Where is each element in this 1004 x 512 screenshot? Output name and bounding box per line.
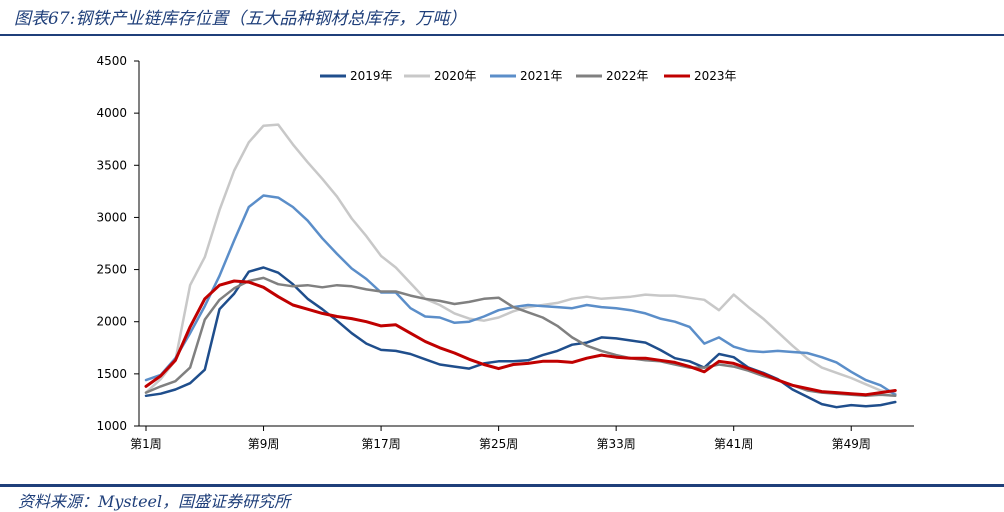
- x-tick-label: 第17周: [361, 437, 400, 451]
- figure-title: 图表67:钢铁产业链库存位置（五大品种钢材总库存，万吨）: [14, 9, 467, 29]
- y-tick-label: 4000: [96, 106, 127, 120]
- y-tick-label: 2000: [96, 315, 127, 329]
- legend-label: 2021年: [520, 69, 563, 83]
- legend-label: 2023年: [694, 69, 737, 83]
- top-divider: [0, 34, 1004, 36]
- series-line-2020年: [144, 123, 897, 395]
- y-tick-label: 2500: [96, 263, 127, 277]
- legend-label: 2020年: [434, 69, 477, 83]
- chart-series: [144, 123, 897, 409]
- chart-legend: 2019年 2020年 2021年 2022年 2023年: [320, 69, 737, 83]
- x-tick-label: 第33周: [597, 437, 636, 451]
- y-tick-label: 3000: [96, 210, 127, 224]
- x-tick-label: 第49周: [832, 437, 871, 451]
- y-tick-label: 1000: [96, 419, 127, 433]
- legend-label: 2019年: [350, 69, 393, 83]
- x-tick-label: 第9周: [248, 437, 280, 451]
- bottom-divider: [0, 484, 1004, 487]
- y-tick-label: 1500: [96, 367, 127, 381]
- legend-label: 2022年: [606, 69, 649, 83]
- x-tick-label: 第1周: [130, 437, 162, 451]
- line-chart: 1000 1500 2000 2500 3000 3500 4000 4500 第1周 第9周 第1…: [96, 54, 914, 451]
- series-line-2021年: [144, 194, 897, 396]
- x-tick-label: 第25周: [479, 437, 518, 451]
- source-note: 资料来源：Mysteel，国盛证券研究所: [18, 492, 291, 511]
- y-tick-label: 3500: [96, 158, 127, 172]
- x-tick-label: 第41周: [714, 437, 753, 451]
- series-line-2023年: [144, 279, 897, 397]
- chart-axes: 1000 1500 2000 2500 3000 3500 4000 4500 第1周 第9周 第1…: [96, 54, 914, 451]
- y-tick-label: 4500: [96, 54, 127, 68]
